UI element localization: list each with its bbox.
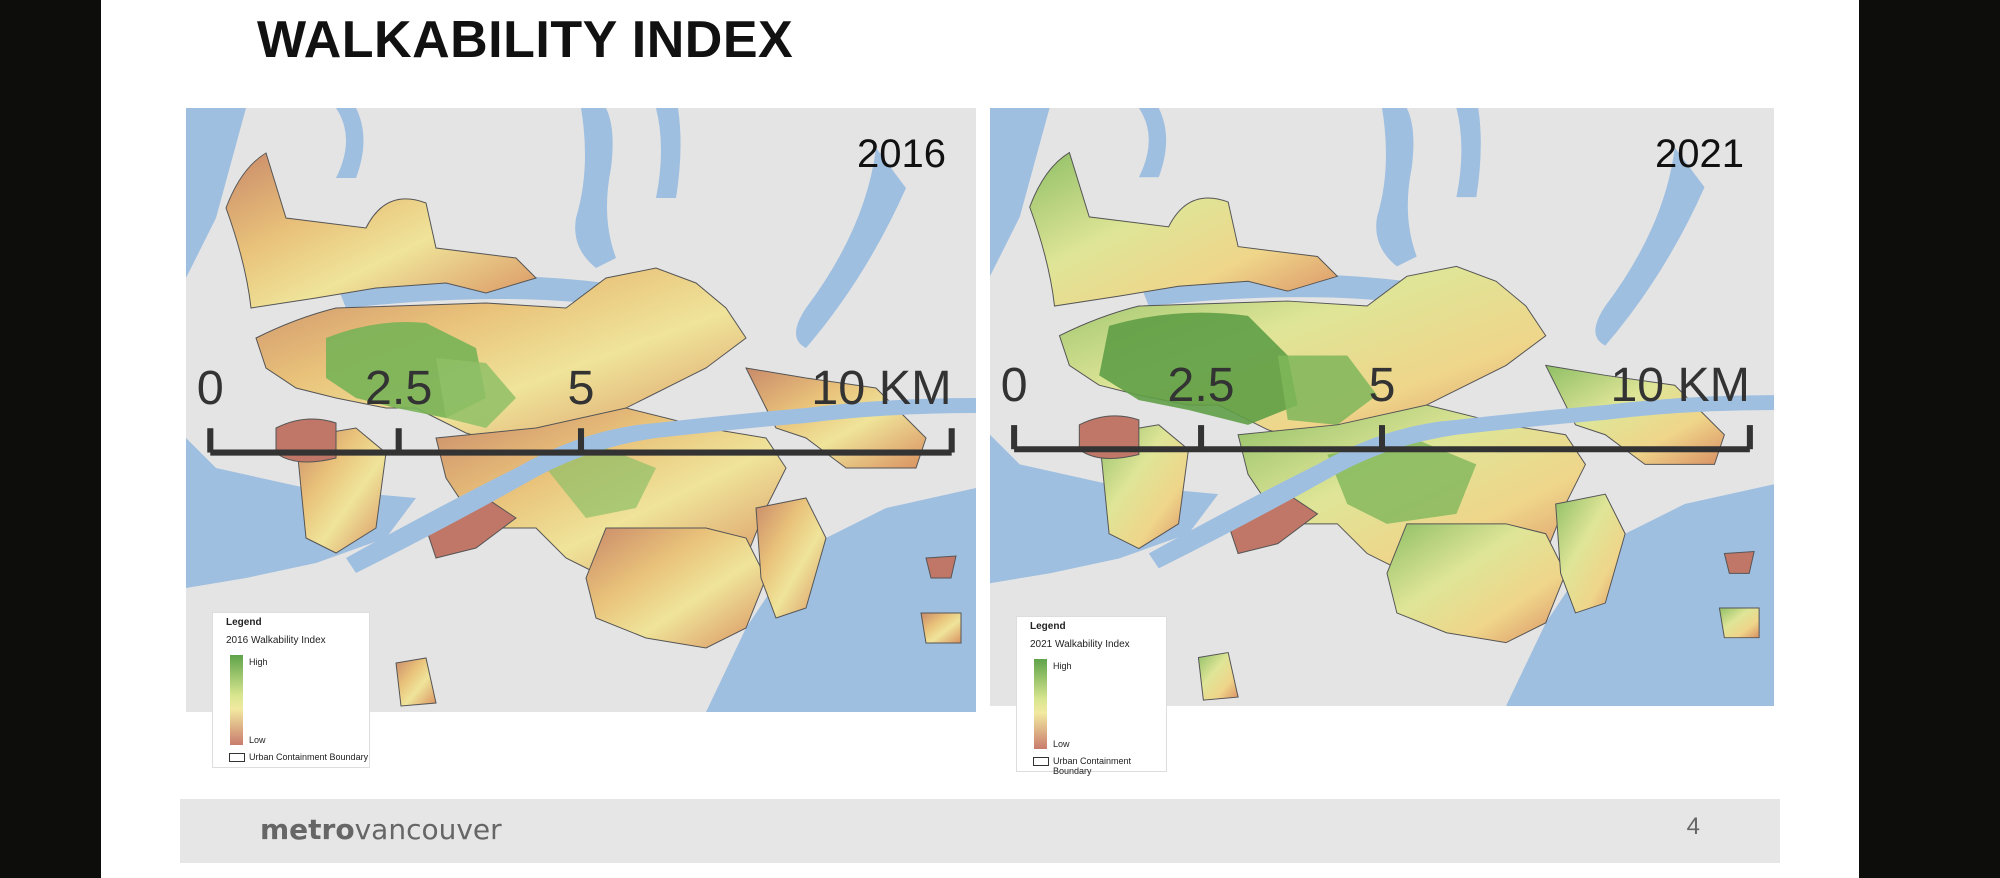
scale-tick-label: 10 KM <box>1610 358 1749 412</box>
brand-bold: metro <box>260 813 355 846</box>
brand-rest: vancouver <box>354 813 502 846</box>
map-year-label: 2016 <box>857 132 946 176</box>
scale-tick-label: 5 <box>1369 358 1396 412</box>
brand-logo: metrovancouver <box>260 813 502 846</box>
scale-tick-label: 0 <box>1001 358 1028 412</box>
legend-color-ramp <box>1034 659 1047 749</box>
legend-title: Legend <box>226 617 262 628</box>
map-2021-canvas <box>990 108 1774 706</box>
map-year-label: 2021 <box>1655 132 1744 176</box>
scale-tick-label: 10 KM <box>811 361 952 415</box>
legend-subtitle: 2021 Walkability Index <box>1030 639 1130 650</box>
legend-boundary-label: Urban Containment Boundary <box>249 752 369 762</box>
map-2016: 2016 0 2.5 5 10 KM <box>186 108 976 712</box>
slide-footer: metrovancouver 4 <box>180 799 1780 863</box>
legend-high-label: High <box>1053 661 1072 671</box>
scale-bar: 0 2.5 5 10 KM <box>1001 358 1753 453</box>
page-number: 4 <box>1686 813 1700 840</box>
legend-boundary-label: Urban Containment Boundary <box>1053 756 1132 776</box>
slide-title: WALKABILITY INDEX <box>257 11 794 69</box>
map-2016-canvas <box>186 108 976 712</box>
legend-high-label: High <box>249 657 268 667</box>
scale-tick-label: 2.5 <box>365 361 433 415</box>
map-2021: 2021 0 2.5 5 10 KM <box>990 108 1774 706</box>
scale-tick-label: 2.5 <box>1168 358 1235 412</box>
boundary-swatch <box>1033 757 1049 766</box>
legend-2016: Legend 2016 Walkability Index High Low U… <box>212 612 370 768</box>
legend-title: Legend <box>1030 621 1066 632</box>
legend-low-label: Low <box>1053 739 1070 749</box>
legend-subtitle: 2016 Walkability Index <box>226 635 326 646</box>
scale-tick-label: 5 <box>567 361 594 415</box>
boundary-swatch <box>229 753 245 762</box>
legend-low-label: Low <box>249 735 266 745</box>
scale-bar: 0 2.5 5 10 KM <box>197 361 955 456</box>
slide: WALKABILITY INDEX <box>101 0 1859 878</box>
legend-2021: Legend 2021 Walkability Index High Low U… <box>1016 616 1167 776</box>
scale-tick-label: 0 <box>197 361 224 415</box>
legend-color-ramp <box>230 655 243 745</box>
